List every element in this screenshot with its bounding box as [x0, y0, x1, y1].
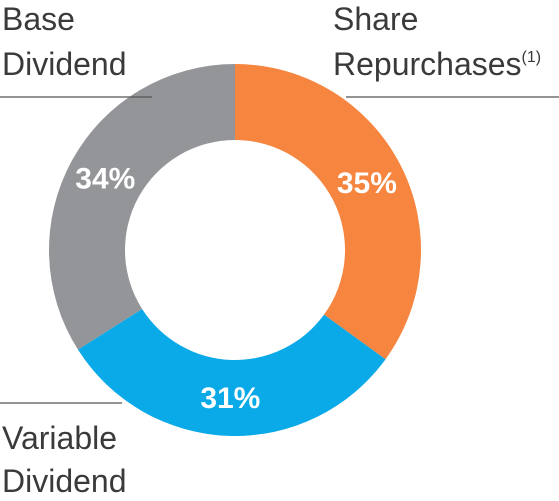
- legend-base-dividend-line2: Dividend: [2, 46, 127, 82]
- legend-share-repurchases-word: Repurchases: [333, 46, 522, 82]
- slice-variable-dividend: [77, 308, 386, 436]
- label-base-dividend-pct: 34%: [75, 163, 135, 196]
- legend-base-dividend-line1: Base: [2, 1, 75, 37]
- legend-share-repurchases-line1: Share: [333, 1, 418, 37]
- label-share-repurchases-pct: 35%: [337, 167, 397, 200]
- slice-base-dividend: [48, 64, 235, 350]
- legend-share-repurchases-footnote: (1): [522, 49, 542, 66]
- legend-variable-dividend-line1: Variable: [2, 420, 117, 456]
- slice-share-repurchases: [235, 64, 422, 360]
- legend-variable-dividend-line2: Dividend: [2, 463, 127, 499]
- label-variable-dividend-pct: 31%: [200, 382, 260, 415]
- legend-share-repurchases-line2: Repurchases(1): [333, 46, 541, 82]
